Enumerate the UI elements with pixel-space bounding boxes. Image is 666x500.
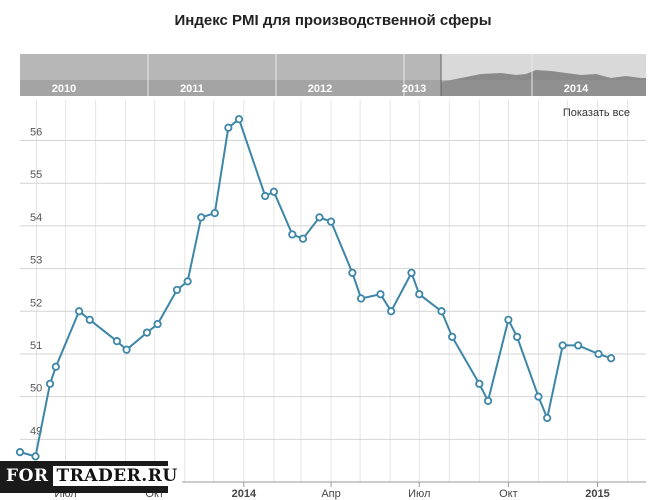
y-tick-label: 55 — [30, 169, 42, 181]
data-point — [45, 379, 55, 388]
data-point — [387, 307, 396, 316]
data-point — [415, 290, 424, 299]
grid-layer — [20, 100, 646, 482]
data-point — [172, 285, 182, 295]
data-point — [51, 362, 60, 371]
show-all-button[interactable]: Показать все — [562, 107, 630, 119]
watermark-brand: FOR — [6, 466, 49, 486]
data-point — [261, 191, 270, 201]
data-point — [142, 328, 152, 337]
navigator-year-label: 2011 — [180, 83, 204, 95]
navigator-layer: 2010 2011 2012 2013 2014 — [20, 54, 646, 96]
data-point — [75, 307, 84, 316]
navigator-label-band — [20, 80, 646, 96]
data-point — [15, 448, 25, 457]
data-point — [234, 115, 244, 124]
pmi-series-line — [19, 118, 612, 458]
navigator-year-label: 2012 — [308, 83, 332, 95]
data-point — [574, 341, 583, 350]
data-point — [607, 354, 616, 363]
data-point — [376, 290, 385, 299]
data-point — [558, 341, 567, 350]
data-point — [197, 213, 206, 222]
data-point — [112, 337, 122, 346]
x-tick-label: 2014 — [232, 488, 257, 500]
data-point — [475, 379, 484, 388]
y-tick-label: 52 — [30, 297, 42, 309]
data-point — [504, 315, 513, 324]
y-tick-label: 50 — [30, 383, 42, 395]
data-point — [513, 332, 522, 341]
navigator-year-label: 2013 — [402, 83, 426, 95]
data-point — [153, 319, 162, 329]
data-point — [534, 392, 543, 401]
series-layer — [15, 115, 616, 461]
data-point — [315, 213, 324, 222]
data-point — [326, 217, 336, 226]
data-point — [543, 413, 552, 423]
range-navigator[interactable]: 2010 2011 2012 2013 2014 — [20, 54, 646, 96]
watermark-domain: TRADER.RU — [52, 466, 182, 486]
data-point — [407, 268, 416, 277]
data-point — [298, 234, 308, 243]
x-tick-label: Апр — [321, 488, 340, 500]
x-tick-label: Окт — [499, 488, 518, 500]
data-point — [224, 123, 233, 132]
y-tick-label: 54 — [30, 212, 42, 224]
data-point — [483, 396, 493, 406]
fortrader-watermark-logo: FOR TRADER.RU — [0, 461, 182, 493]
data-point — [269, 187, 278, 196]
navigator-year-label: 2010 — [52, 83, 76, 95]
data-point — [357, 294, 366, 303]
data-point — [85, 315, 94, 324]
chart-title: Индекс PMI для производственной сферы — [174, 12, 492, 29]
x-tick-label: Июл — [408, 488, 430, 500]
data-point — [183, 277, 192, 286]
data-point — [210, 209, 219, 218]
y-tick-label: 53 — [30, 255, 42, 267]
y-tick-label: 56 — [30, 127, 42, 139]
y-tick-label: 51 — [30, 340, 42, 352]
data-point — [348, 268, 357, 277]
data-point — [594, 349, 603, 359]
x-tick-label: 2015 — [585, 488, 609, 500]
data-point — [31, 452, 40, 461]
navigator-year-label: 2014 — [564, 83, 589, 95]
data-point — [448, 332, 457, 341]
data-point — [122, 345, 131, 354]
data-point — [437, 307, 446, 316]
data-point — [288, 230, 297, 239]
